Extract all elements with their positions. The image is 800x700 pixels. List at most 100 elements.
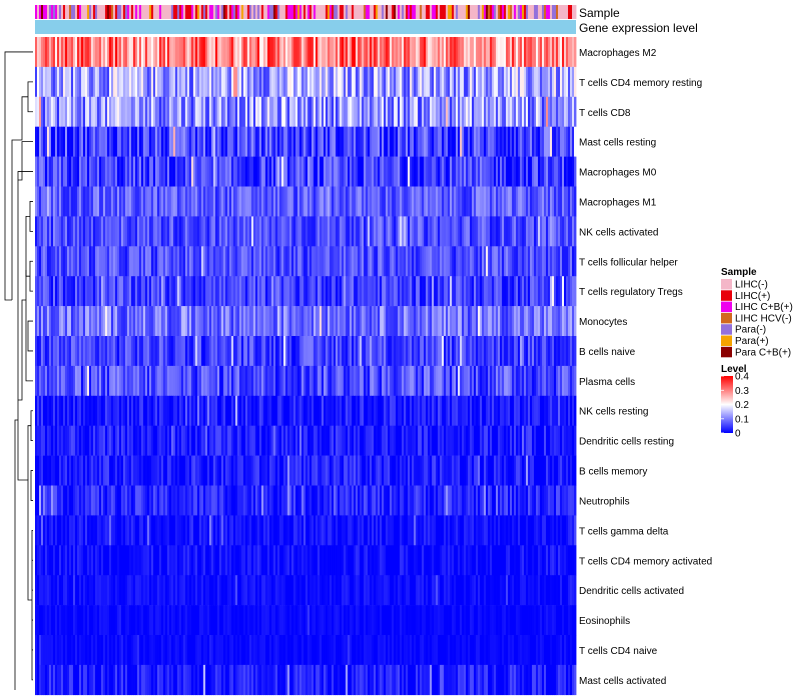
heatmap-cell <box>285 306 288 337</box>
heatmap-cell <box>163 126 166 157</box>
heatmap-cell <box>359 395 362 426</box>
heatmap-cell <box>59 246 62 277</box>
heatmap-cell <box>37 37 40 68</box>
heatmap-cell <box>161 246 164 277</box>
heatmap-cell <box>293 37 296 68</box>
heatmap-cell <box>65 216 68 247</box>
heatmap-cell <box>63 126 66 157</box>
heatmap-cell <box>397 37 401 68</box>
heatmap-cell <box>337 336 340 367</box>
heatmap-cell <box>125 276 128 307</box>
heatmap-cell <box>271 425 274 456</box>
heatmap-cell <box>203 515 206 546</box>
heatmap-cell <box>87 336 90 367</box>
heatmap-cell <box>419 96 423 127</box>
heatmap-cell <box>393 126 397 157</box>
heatmap-cell <box>355 66 358 98</box>
heatmap-cell <box>269 395 272 426</box>
heatmap-cell <box>421 395 425 426</box>
heatmap-cell <box>103 156 106 187</box>
heatmap-cell <box>161 545 164 576</box>
heatmap-cell <box>403 276 407 307</box>
heatmap-cell <box>209 336 212 367</box>
heatmap-cell <box>101 186 104 217</box>
heatmap-cell <box>183 425 186 456</box>
sample-annotation-cell <box>57 5 60 19</box>
heatmap-cell <box>157 276 160 307</box>
heatmap-cell <box>223 186 226 217</box>
heatmap-cell <box>533 336 537 367</box>
heatmap-cell <box>555 485 559 516</box>
heatmap-cell <box>561 96 565 127</box>
heatmap-cell <box>77 425 80 456</box>
heatmap-cell <box>207 246 210 277</box>
heatmap-cell <box>217 485 220 516</box>
heatmap-cell <box>185 515 188 546</box>
heatmap-cell <box>461 216 465 247</box>
heatmap-cell <box>49 545 52 576</box>
heatmap-cell <box>133 485 136 516</box>
heatmap-cell <box>203 365 206 397</box>
heatmap-cell <box>515 395 519 426</box>
heatmap-cell <box>563 37 567 68</box>
heatmap-cell <box>175 455 178 486</box>
heatmap-cell <box>197 37 200 68</box>
heatmap-cell <box>449 515 453 546</box>
heatmap-cell <box>491 276 495 307</box>
heatmap-cell <box>185 246 188 277</box>
heatmap-cell <box>195 126 198 157</box>
heatmap-cell <box>429 515 433 546</box>
heatmap-cell <box>457 216 461 247</box>
heatmap-cell <box>51 365 54 397</box>
heatmap-cell <box>421 515 425 546</box>
heatmap-cell <box>225 96 228 127</box>
heatmap-cell <box>317 96 320 127</box>
heatmap-cell <box>477 37 481 68</box>
heatmap-cell <box>249 545 252 576</box>
heatmap-cell <box>239 37 242 68</box>
heatmap-cell <box>37 216 40 247</box>
heatmap-cell <box>211 365 214 397</box>
heatmap-cell <box>295 276 298 307</box>
heatmap-cell <box>555 156 559 187</box>
heatmap-cell <box>411 186 415 217</box>
heatmap-cell <box>65 336 68 367</box>
heatmap-cell <box>403 395 407 426</box>
heatmap-cell <box>251 515 254 546</box>
sample-annotation-cell <box>81 5 84 19</box>
heatmap-cell <box>193 276 196 307</box>
heatmap-cell <box>53 126 56 157</box>
sample-annotation-cell <box>563 5 567 19</box>
heatmap-cell <box>513 515 517 546</box>
heatmap-cell <box>111 515 114 546</box>
heatmap-cell <box>137 37 140 68</box>
heatmap-cell <box>293 425 296 456</box>
heatmap-cell <box>279 365 282 397</box>
heatmap-cell <box>563 246 567 277</box>
heatmap-cell <box>53 306 56 337</box>
heatmap-cell <box>317 276 320 307</box>
heatmap-cell <box>381 306 385 337</box>
heatmap-cell <box>449 156 453 187</box>
heatmap-cell <box>219 216 222 247</box>
heatmap-cell <box>143 455 146 486</box>
heatmap-cell <box>523 156 527 187</box>
heatmap-cell <box>247 336 250 367</box>
heatmap-cell <box>433 276 437 307</box>
heatmap-cell <box>373 156 377 187</box>
heatmap-cell <box>447 485 451 516</box>
sample-annotation-cell <box>335 5 338 19</box>
heatmap-cell <box>279 156 282 187</box>
heatmap-cell <box>115 336 118 367</box>
heatmap-cell <box>225 66 228 98</box>
heatmap-cell <box>377 395 381 426</box>
heatmap-cell <box>521 37 525 68</box>
sample-annotation-cell <box>73 5 76 19</box>
sample-annotation-cell <box>574 5 577 19</box>
heatmap-cell <box>425 126 429 157</box>
heatmap-cell <box>93 96 96 127</box>
heatmap-cell <box>127 276 130 307</box>
heatmap-cell <box>487 306 491 337</box>
heatmap-cell <box>283 485 286 516</box>
heatmap-cell <box>355 306 358 337</box>
